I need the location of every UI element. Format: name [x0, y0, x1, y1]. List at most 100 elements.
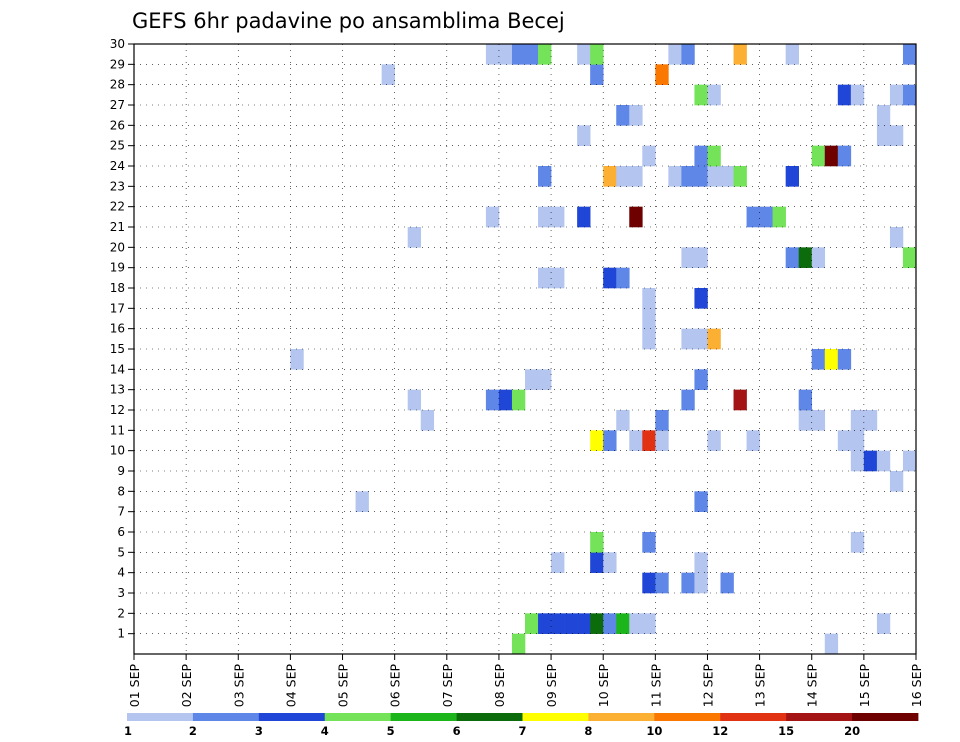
heatmap-cell: [694, 166, 708, 187]
chart-title: GEFS 6hr padavine po ansamblima Becej: [132, 9, 565, 33]
colorbar-segment: [852, 713, 919, 721]
colorbar-segment: [192, 713, 260, 721]
y-tick-label: 25: [110, 139, 125, 153]
heatmap-cell: [863, 450, 878, 472]
heatmap-cell: [525, 44, 539, 65]
heatmap-cell: [577, 44, 591, 65]
x-tick-label: 12 SEP: [700, 664, 715, 708]
heatmap-cell: [590, 613, 604, 634]
x-tick-label: 07 SEP: [440, 664, 455, 708]
heatmap-cell: [798, 389, 813, 411]
x-tick-label: 14 SEP: [805, 664, 820, 708]
y-tick-label: 27: [110, 98, 125, 112]
heatmap-cell: [616, 105, 630, 126]
heatmap-cell: [655, 64, 669, 85]
heatmap-cell: [485, 44, 500, 65]
heatmap-cell: [707, 145, 721, 167]
heatmap-cell: [603, 552, 617, 573]
heatmap-cell: [876, 450, 891, 472]
heatmap-cell: [642, 328, 656, 350]
heatmap-cell: [902, 450, 917, 472]
colorbar-segment: [258, 713, 326, 721]
grid-lines: [134, 44, 917, 654]
y-tick-label: 2: [117, 606, 125, 620]
heatmap-cell: [511, 389, 526, 411]
heatmap-cell: [759, 206, 773, 228]
y-tick-label: 26: [110, 118, 125, 132]
y-tick-label: 19: [110, 261, 125, 275]
x-tick-label: 06 SEP: [388, 664, 403, 708]
heatmap-cell: [694, 328, 708, 350]
colorbar-label: 20: [844, 724, 860, 738]
y-tick-label: 8: [117, 484, 125, 498]
heatmap-cell: [629, 430, 643, 451]
heatmap-cell: [850, 532, 865, 553]
heatmap-cell: [798, 247, 813, 268]
heatmap-cell: [694, 491, 708, 512]
heatmap-cell: [290, 349, 304, 370]
x-tick-label: 09 SEP: [544, 664, 559, 708]
x-tick-label: 08 SEP: [492, 664, 507, 708]
heatmap-cell: [694, 288, 708, 309]
x-tick-label: 05 SEP: [336, 664, 351, 708]
heatmap-cell: [837, 349, 852, 370]
x-tick-label: 15 SEP: [857, 664, 872, 708]
y-tick-label: 14: [110, 362, 125, 376]
heatmap-cell: [681, 166, 695, 187]
heatmap-cell: [694, 552, 708, 573]
colorbar-label: 4: [321, 724, 329, 738]
heatmap-cell: [733, 166, 747, 187]
colorbar-label: 5: [387, 724, 395, 738]
heatmap-cell: [655, 572, 669, 594]
y-tick-label: 3: [117, 586, 125, 600]
heatmap-cell: [837, 84, 852, 106]
heatmap-cell: [850, 84, 865, 106]
x-tick-label: 03 SEP: [231, 664, 246, 708]
y-tick-label: 23: [110, 179, 125, 193]
colorbar-segment: [390, 713, 457, 721]
y-tick-label: 24: [110, 159, 125, 173]
x-tick-label: 04 SEP: [283, 664, 298, 708]
heatmap-cell: [889, 125, 904, 146]
heatmap-cell: [629, 206, 643, 228]
y-tick-label: 18: [110, 281, 125, 295]
y-tick-label: 10: [110, 444, 125, 458]
y-tick-label: 22: [110, 200, 125, 214]
heatmap-cell: [525, 613, 539, 634]
heatmap-cell: [707, 166, 721, 187]
heatmap-cell: [551, 613, 565, 634]
heatmap-cell: [863, 410, 878, 431]
heatmap-cell: [655, 430, 669, 451]
heatmap-cell: [577, 206, 591, 228]
heatmap-cell: [850, 430, 865, 451]
heatmap-cell: [538, 369, 552, 390]
heatmap-cell: [538, 206, 552, 228]
y-tick-label: 16: [110, 322, 125, 336]
heatmap-cell: [407, 389, 422, 411]
heatmap-cell: [837, 145, 852, 167]
heatmap-cell: [616, 410, 630, 431]
heatmap-cell: [642, 613, 656, 634]
heatmap-cell: [525, 369, 539, 390]
colorbar-segment: [522, 713, 589, 721]
y-tick-label: 21: [110, 220, 125, 234]
heatmap-cell: [538, 613, 552, 634]
heatmap-cell: [733, 389, 747, 411]
colorbar-label: 8: [584, 724, 592, 738]
colorbar-label: 3: [255, 724, 263, 738]
x-axis: 01 SEP 02 SEP 03 SEP 04 SEP 05 SEP 06 SEP 07 S…: [127, 654, 924, 707]
heatmap-cell: [694, 247, 708, 268]
heatmap-cell: [707, 430, 721, 451]
heatmap-cell: [538, 166, 552, 187]
heatmap-cell: [590, 552, 604, 573]
heatmap-cell: [902, 84, 917, 106]
y-tick-label: 20: [110, 240, 125, 254]
x-tick-label: 01 SEP: [127, 664, 142, 708]
heatmap-cell: [694, 145, 708, 167]
heatmap-cell: [577, 125, 591, 146]
heatmap-cell: [707, 84, 721, 106]
heatmap-cell: [681, 247, 695, 268]
heatmap-cell: [785, 166, 799, 187]
heatmap-cell: [590, 430, 604, 451]
